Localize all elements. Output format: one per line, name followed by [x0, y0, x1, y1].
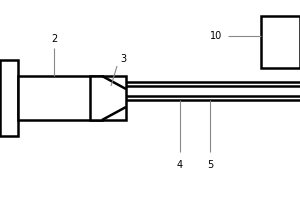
- Bar: [18, 76, 102, 120]
- Bar: [90, 76, 126, 120]
- Bar: [0, 60, 18, 136]
- Text: 10: 10: [210, 31, 222, 41]
- Text: 5: 5: [207, 160, 213, 170]
- Text: 3: 3: [120, 54, 126, 64]
- Text: 2: 2: [51, 34, 57, 44]
- Text: 4: 4: [177, 160, 183, 170]
- Bar: [261, 16, 300, 68]
